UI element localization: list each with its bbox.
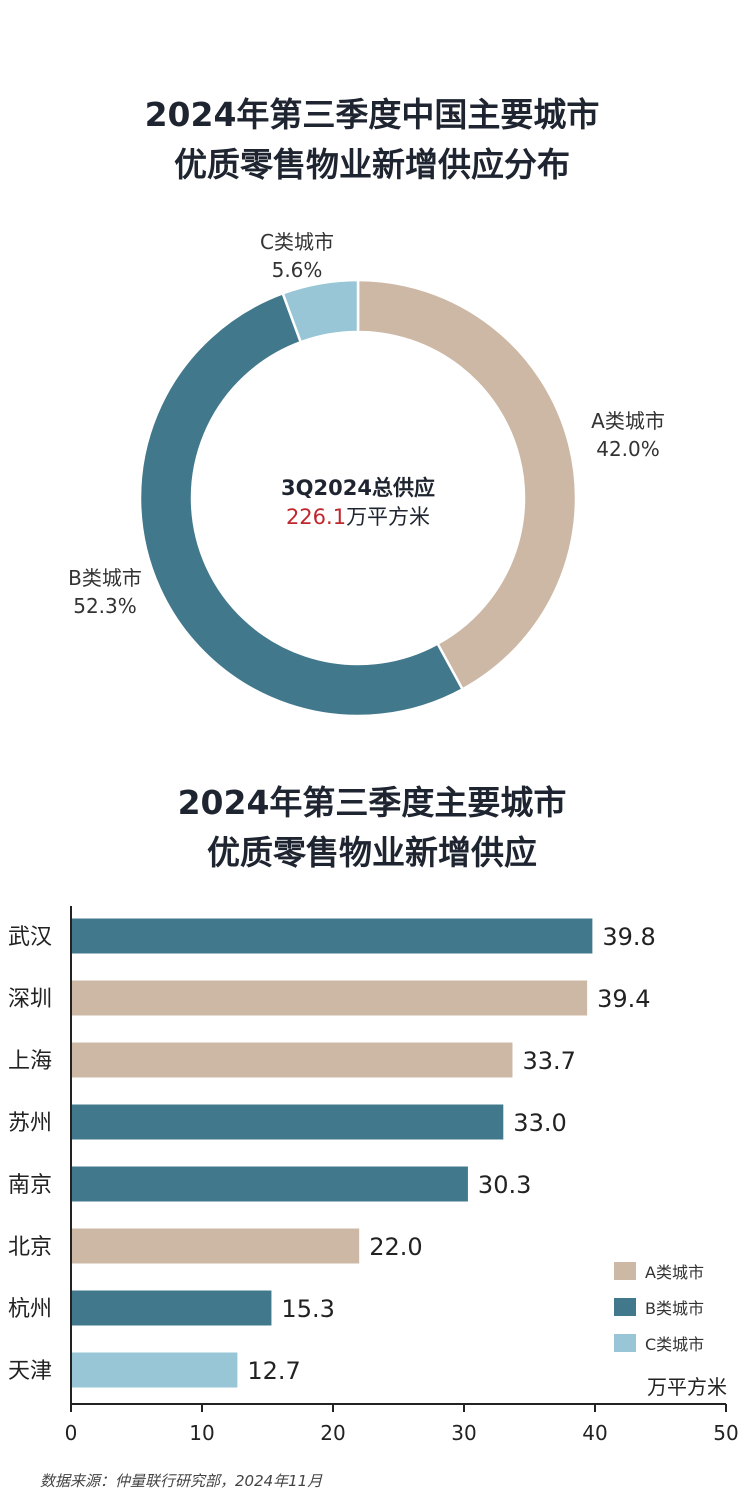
value-label-7: 15.3 <box>281 1295 334 1323</box>
value-label-2: 39.4 <box>597 985 650 1013</box>
bar-4 <box>71 1104 504 1140</box>
donut-slice-2 <box>138 291 465 718</box>
donut-slice-1 <box>356 278 578 692</box>
donut-slice-label-3: C类城市 <box>260 230 334 254</box>
category-label-8: 天津 <box>8 1359 52 1384</box>
donut-slice-value-1: 42.0% <box>596 437 660 461</box>
value-label-1: 39.8 <box>602 923 655 951</box>
category-label-5: 南京 <box>8 1173 52 1198</box>
value-label-3: 33.7 <box>522 1047 575 1075</box>
category-label-1: 武汉 <box>8 925 52 950</box>
legend-swatch-1 <box>614 1262 636 1280</box>
donut-slice-value-2: 52.3% <box>73 594 137 618</box>
category-label-7: 杭州 <box>8 1297 52 1322</box>
bar-1 <box>71 918 593 954</box>
donut-slice-value-3: 5.6% <box>272 258 323 282</box>
data-source-note: 数据来源：仲量联行研究部，2024年11月 <box>40 1472 323 1490</box>
category-label-3: 上海 <box>8 1049 52 1074</box>
donut-center-unit: 万平方米 <box>346 505 430 529</box>
x-tick-label-2: 10 <box>189 1421 214 1445</box>
donut-center-value: 226.1 <box>286 505 346 529</box>
bar-5 <box>71 1166 468 1202</box>
legend-label-3: C类城市 <box>645 1335 704 1354</box>
bar-2 <box>71 980 588 1016</box>
legend-label-2: B类城市 <box>645 1299 704 1318</box>
category-label-4: 苏州 <box>8 1111 52 1136</box>
value-label-5: 30.3 <box>478 1171 531 1199</box>
bar-6 <box>71 1228 360 1264</box>
donut-title-line1: 2024年第三季度中国主要城市 <box>144 95 600 134</box>
legend-label-1: A类城市 <box>645 1263 704 1282</box>
value-label-8: 12.7 <box>247 1357 300 1385</box>
bar-unit-label: 万平方米 <box>647 1375 727 1399</box>
bar-8 <box>71 1352 238 1388</box>
donut-center-title: 3Q2024总供应 <box>281 476 435 500</box>
donut-slice-3 <box>281 278 360 344</box>
donut-center-total: 226.1万平方米 <box>286 505 430 529</box>
value-label-4: 33.0 <box>513 1109 566 1137</box>
x-tick-label-1: 0 <box>65 1421 78 1445</box>
legend-swatch-3 <box>614 1334 636 1352</box>
bar-7 <box>71 1290 272 1326</box>
value-label-6: 22.0 <box>369 1233 422 1261</box>
x-tick-label-6: 50 <box>713 1421 738 1445</box>
donut-slice-label-2: B类城市 <box>68 566 142 590</box>
x-tick-label-4: 30 <box>451 1421 476 1445</box>
donut-chart: A类城市 42.0% B类城市 52.3% C类城市 5.6% 3Q2024总供应 226… <box>68 230 665 718</box>
x-tick-label-3: 20 <box>320 1421 345 1445</box>
category-label-2: 深圳 <box>8 987 52 1012</box>
x-tick-label-5: 40 <box>582 1421 607 1445</box>
category-label-6: 北京 <box>8 1235 52 1260</box>
donut-slice-label-1: A类城市 <box>591 409 665 433</box>
bar-title-line2: 优质零售物业新增供应 <box>207 833 537 872</box>
legend-swatch-2 <box>614 1298 636 1316</box>
bar-title-line1: 2024年第三季度主要城市 <box>177 783 567 822</box>
bar-3 <box>71 1042 513 1078</box>
donut-title-line2: 优质零售物业新增供应分布 <box>174 145 570 184</box>
